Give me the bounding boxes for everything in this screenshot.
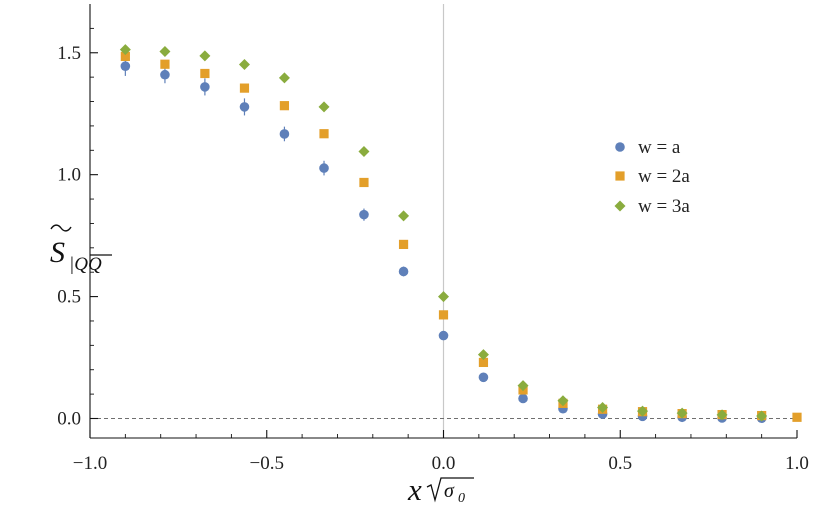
series-3-point-6 [318, 101, 330, 113]
series-3-point-3 [199, 50, 211, 62]
series-2-point-7 [359, 177, 369, 188]
series-2 [120, 51, 802, 422]
x-tick-label-2: −0.5 [250, 453, 284, 474]
series-1-point-11 [518, 393, 528, 404]
legend-marker-2 [615, 171, 625, 181]
y-tick-label-1: 0.0 [57, 408, 81, 429]
legend-marker-1 [615, 142, 625, 152]
legend-label-1: w = a [638, 137, 681, 158]
series-2-point-9 [438, 310, 449, 320]
y-axis-title-main: S [50, 236, 65, 269]
legend-marker-3 [614, 200, 626, 212]
legend-label-2: w = 2a [638, 166, 690, 187]
series-2-point-1 [120, 51, 130, 62]
series-1-point-2 [160, 69, 170, 80]
series-2-point-2 [160, 59, 170, 69]
series-1-point-5 [279, 129, 290, 139]
legend-item-3: w = 3a [614, 196, 690, 217]
series-1-point-1 [120, 61, 131, 71]
series-3-point-2 [159, 46, 171, 58]
series-3-point-7 [358, 146, 370, 158]
series-1-point-4 [239, 102, 250, 112]
x-axis-title-subscript: 0 [458, 491, 465, 506]
legend-label-3: w = 3a [638, 196, 690, 217]
y-axis-title-tilde [50, 224, 72, 232]
series-3-point-15 [676, 407, 688, 419]
axes: −1.0 −0.5 0.0 0.5 1.0 0.0 0.5 1.0 1.5 [57, 4, 809, 474]
x-axis-title: x σ 0 [407, 472, 474, 507]
x-axis-title-main: x [407, 472, 422, 507]
y-tick-label-4: 1.5 [57, 43, 81, 64]
x-tick-label-3: 0.0 [432, 453, 456, 474]
series-3-point-11 [517, 380, 529, 392]
series-3-point-5 [278, 72, 290, 84]
series-3-point-17 [756, 410, 768, 422]
y-tick-label-2: 0.5 [57, 287, 81, 308]
plot-area [90, 4, 802, 438]
series-3-point-13 [597, 402, 609, 414]
series-2-point-4 [239, 83, 250, 93]
series-2-point-3 [200, 68, 210, 79]
series-3-point-10 [477, 349, 489, 361]
series-2-point-18 [792, 412, 802, 422]
series-1-point-9 [438, 330, 449, 341]
series-1-point-7 [359, 209, 369, 220]
legend-item-2: w = 2a [615, 166, 690, 187]
series-3-point-8 [398, 210, 410, 222]
x-tick-label-1: −1.0 [73, 453, 107, 474]
series-1-point-6 [319, 163, 329, 173]
series-1-point-3 [200, 82, 210, 92]
x-tick-label-5: 1.0 [785, 453, 809, 474]
series-2-point-6 [319, 129, 329, 139]
legend: w = a w = 2a w = 3a [614, 137, 690, 217]
y-axis-title-subscript: |QQ [69, 254, 102, 275]
x-tick-label-4: 0.5 [608, 453, 632, 474]
series-3-point-12 [557, 395, 569, 407]
x-axis-title-root: σ [444, 480, 455, 502]
y-tick-label-3: 1.0 [57, 165, 81, 186]
series-3-point-9 [438, 291, 449, 303]
legend-item-1: w = a [615, 137, 681, 158]
series-1-point-10 [478, 372, 489, 383]
series-2-point-8 [398, 239, 409, 250]
series-3-point-16 [716, 409, 728, 421]
series-1-point-8 [398, 266, 409, 277]
series-3-point-1 [119, 44, 131, 56]
series-3 [119, 44, 768, 422]
series-3-point-4 [238, 58, 250, 70]
series-2-point-10 [478, 357, 489, 368]
x-axis-title-radical [426, 477, 474, 503]
y-axis-title: S |QQ [50, 224, 112, 275]
series-3-point-14 [637, 405, 649, 417]
series-2-point-5 [279, 101, 290, 111]
